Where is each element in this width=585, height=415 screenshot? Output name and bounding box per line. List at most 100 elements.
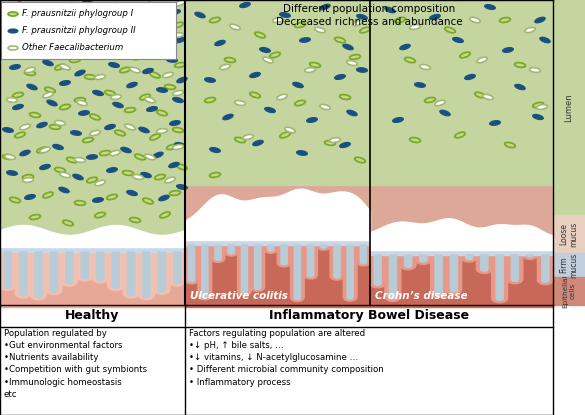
Ellipse shape <box>122 171 133 176</box>
Ellipse shape <box>125 107 136 112</box>
Ellipse shape <box>292 82 303 88</box>
Text: Healthy: Healthy <box>66 310 120 322</box>
Ellipse shape <box>243 134 253 139</box>
Polygon shape <box>66 252 73 284</box>
Ellipse shape <box>5 154 15 159</box>
Polygon shape <box>304 245 318 279</box>
Polygon shape <box>281 245 287 265</box>
Ellipse shape <box>435 100 445 106</box>
Ellipse shape <box>27 84 37 90</box>
Ellipse shape <box>470 17 480 23</box>
Ellipse shape <box>133 175 143 179</box>
Ellipse shape <box>503 48 514 52</box>
Ellipse shape <box>9 65 20 69</box>
Ellipse shape <box>309 63 321 68</box>
Ellipse shape <box>353 20 363 26</box>
Polygon shape <box>321 245 327 248</box>
Ellipse shape <box>174 63 185 67</box>
Ellipse shape <box>533 103 543 107</box>
Ellipse shape <box>50 10 60 15</box>
Polygon shape <box>374 255 381 286</box>
Polygon shape <box>81 252 88 278</box>
Ellipse shape <box>540 37 550 43</box>
Ellipse shape <box>82 137 94 142</box>
Ellipse shape <box>393 117 404 122</box>
Ellipse shape <box>109 63 119 68</box>
Polygon shape <box>154 252 170 294</box>
Text: Factors regulating population are altered
•↓ pH, ↑ bile salts, …
•↓ vitamins, ↓ : Factors regulating population are altere… <box>189 329 384 387</box>
Ellipse shape <box>500 17 511 22</box>
Polygon shape <box>268 245 274 251</box>
Text: Inflammatory Bowel Disease: Inflammatory Bowel Disease <box>269 310 469 322</box>
Polygon shape <box>242 245 247 293</box>
Ellipse shape <box>23 44 33 50</box>
Ellipse shape <box>285 127 295 133</box>
Ellipse shape <box>195 12 205 18</box>
Ellipse shape <box>95 180 105 186</box>
Bar <box>0 305 553 415</box>
Ellipse shape <box>235 100 246 105</box>
Ellipse shape <box>43 60 53 66</box>
Ellipse shape <box>154 15 166 20</box>
Ellipse shape <box>529 68 541 72</box>
Polygon shape <box>400 255 416 270</box>
Ellipse shape <box>177 185 187 189</box>
Ellipse shape <box>154 174 166 180</box>
Ellipse shape <box>219 64 230 70</box>
Ellipse shape <box>35 31 46 35</box>
Ellipse shape <box>215 40 225 46</box>
Ellipse shape <box>157 129 167 133</box>
Ellipse shape <box>63 220 73 226</box>
Ellipse shape <box>8 12 18 16</box>
Ellipse shape <box>163 72 173 78</box>
Ellipse shape <box>2 155 13 159</box>
Ellipse shape <box>40 47 50 53</box>
Ellipse shape <box>453 37 463 43</box>
Ellipse shape <box>109 2 121 7</box>
Polygon shape <box>188 245 195 282</box>
Ellipse shape <box>130 67 140 73</box>
Ellipse shape <box>295 100 305 105</box>
Ellipse shape <box>250 92 260 98</box>
Ellipse shape <box>90 114 100 120</box>
Ellipse shape <box>6 171 18 176</box>
FancyBboxPatch shape <box>1 2 176 59</box>
Ellipse shape <box>82 0 94 5</box>
Ellipse shape <box>483 94 493 100</box>
Ellipse shape <box>157 88 167 93</box>
Ellipse shape <box>78 111 90 115</box>
Text: Other Faecalibacterium: Other Faecalibacterium <box>22 44 123 53</box>
Ellipse shape <box>60 105 70 110</box>
Polygon shape <box>343 245 357 301</box>
Polygon shape <box>466 255 473 260</box>
Ellipse shape <box>144 154 155 160</box>
Ellipse shape <box>25 71 36 76</box>
Ellipse shape <box>297 151 308 155</box>
Ellipse shape <box>43 92 53 98</box>
Ellipse shape <box>50 125 60 129</box>
Ellipse shape <box>419 64 431 69</box>
Ellipse shape <box>395 17 405 22</box>
Ellipse shape <box>74 158 85 162</box>
Ellipse shape <box>144 97 155 103</box>
Ellipse shape <box>100 26 110 32</box>
Ellipse shape <box>5 52 15 58</box>
Ellipse shape <box>109 150 121 156</box>
Ellipse shape <box>15 132 25 138</box>
Ellipse shape <box>347 110 357 116</box>
Ellipse shape <box>147 2 157 8</box>
Ellipse shape <box>535 17 545 23</box>
Ellipse shape <box>13 105 23 110</box>
Ellipse shape <box>133 20 143 26</box>
Ellipse shape <box>95 12 105 18</box>
Ellipse shape <box>53 144 63 149</box>
Polygon shape <box>507 255 523 284</box>
Ellipse shape <box>92 198 104 203</box>
Polygon shape <box>202 245 208 298</box>
Ellipse shape <box>253 140 263 146</box>
Ellipse shape <box>425 98 435 103</box>
Bar <box>553 215 585 253</box>
Ellipse shape <box>40 164 50 170</box>
Polygon shape <box>19 252 27 295</box>
Ellipse shape <box>106 194 118 200</box>
